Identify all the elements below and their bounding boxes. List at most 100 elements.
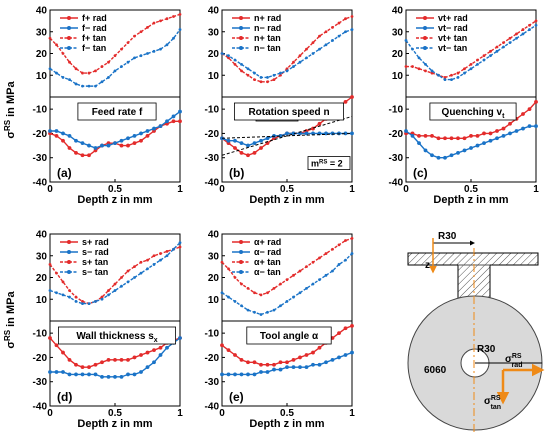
legend-label: α− tan [254,267,281,277]
legend-label: f+ rad [82,13,107,23]
data-point [55,43,58,47]
data-point [152,263,156,266]
data-point [178,28,182,31]
data-point [178,109,182,114]
plot-frame [221,233,353,407]
series-line [49,242,181,305]
data-point [266,76,269,79]
data-point [417,141,421,146]
data-point [469,62,473,66]
data-point [411,65,414,68]
data-point [482,54,486,58]
data-point [272,78,276,81]
x-tick-label: 0 [403,184,409,195]
data-point [343,353,348,357]
data-point [132,355,137,360]
data-point [171,119,176,124]
data-point [220,52,224,55]
data-point [120,276,123,279]
data-point [508,36,512,40]
data-point [240,282,243,286]
data-point [239,357,244,362]
data-point [61,370,65,374]
y-tick-label: 20 [208,273,220,284]
y-tick-label: 20 [208,49,220,60]
panel-letter: (e) [229,390,244,404]
data-point [279,71,282,75]
y-tick-label: -30 [389,153,404,164]
data-point [220,372,224,377]
data-point [226,138,231,143]
x-tick-label: 1 [349,184,355,195]
data-point [528,23,531,27]
data-point [292,60,295,64]
data-point [272,308,276,312]
y-tick-label: 40 [36,230,48,241]
data-point [279,73,282,77]
parameter-label: Tool angle α [260,331,319,342]
data-point [253,291,256,295]
x-tick-label: 0 [219,184,225,195]
data-point [146,258,149,262]
data-point [331,39,334,42]
data-point [145,133,150,138]
x-tick-label: 1 [533,184,539,195]
data-point [430,71,434,75]
data-point [61,52,65,55]
data-point [305,286,308,290]
data-point [311,260,315,264]
data-point [449,136,454,141]
y-tick-label: -30 [205,377,220,388]
y-tick-label: -40 [389,178,404,189]
legend-label: n− tan [254,43,281,53]
plot-frame [49,9,181,183]
series-line [49,13,181,74]
data-point [171,114,176,119]
data-point [404,39,408,42]
data-point [456,71,460,75]
data-point [343,99,348,104]
data-point [54,370,59,374]
data-point [159,258,162,262]
data-point [227,295,230,299]
data-point [521,126,525,131]
data-point [68,60,71,64]
data-point [106,374,111,379]
parameter-box [77,102,157,121]
data-point [424,62,427,66]
legend-marker [67,270,71,274]
dimension-label: R30 [438,231,457,242]
legend-label: vt− rad [438,23,468,33]
data-point [266,310,269,314]
data-point [311,362,315,367]
data-point [337,34,341,38]
data-point [133,34,136,38]
data-point [139,131,143,136]
x-tick-label: 0.5 [108,184,122,195]
data-point [411,47,414,51]
data-point [107,293,110,297]
data-point [61,293,65,297]
data-point [476,58,479,62]
data-point [55,71,58,75]
data-point [172,15,175,18]
legend-marker [423,16,427,20]
data-point [266,291,269,295]
data-point [74,138,78,143]
data-point [495,129,499,133]
data-point [48,370,52,374]
y-tick-label: 40 [208,6,220,17]
data-point [87,84,91,88]
data-point [311,282,315,286]
data-point [93,362,98,367]
data-point [87,71,91,75]
data-point [278,367,283,372]
y-tick-label: 10 [208,71,220,82]
data-point [74,372,78,377]
data-point [305,47,308,51]
data-point [220,343,224,348]
data-point [324,252,328,255]
series-group [48,12,182,158]
data-point [272,286,276,290]
y-tick-label: -40 [205,178,220,189]
